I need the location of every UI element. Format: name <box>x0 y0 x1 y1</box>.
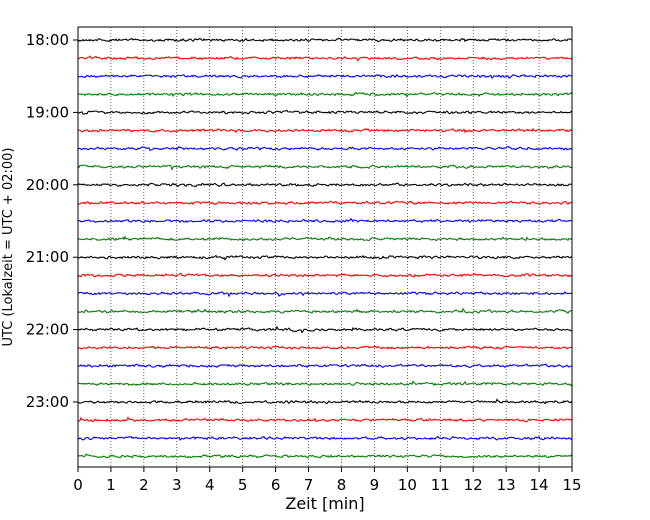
trace-2315 <box>77 416 573 423</box>
x-tick-label: 2 <box>139 476 149 494</box>
trace-1930 <box>77 145 573 151</box>
trace-2015 <box>77 200 573 206</box>
x-tick-label: 1 <box>106 476 116 494</box>
x-tick-label: 11 <box>431 476 450 494</box>
x-tick-label: 8 <box>337 476 347 494</box>
trace-2200 <box>77 325 573 334</box>
x-tick-label: 14 <box>530 476 549 494</box>
x-tick-label: 9 <box>370 476 380 494</box>
x-tick-label: 4 <box>205 476 215 494</box>
x-tick-label: 13 <box>497 476 516 494</box>
x-tick-label: 12 <box>464 476 483 494</box>
y-axis-ticks: 18:00 19:00 20:00 21:00 22:00 23:00 <box>26 31 78 411</box>
trace-2215 <box>77 345 573 351</box>
trace-2045 <box>77 235 573 242</box>
y-tick-label: 19:00 <box>26 103 69 121</box>
minute-grid <box>110 27 540 467</box>
trace-2300 <box>77 398 573 405</box>
x-tick-label: 5 <box>238 476 248 494</box>
x-tick-label: 10 <box>398 476 417 494</box>
trace-2245 <box>77 380 573 387</box>
trace-2330 <box>77 435 573 442</box>
plot-frame <box>77 26 573 468</box>
trace-2145 <box>77 307 573 314</box>
x-tick-label: 0 <box>73 476 83 494</box>
x-tick-label: 7 <box>304 476 314 494</box>
trace-1845 <box>77 91 573 98</box>
trace-2115 <box>77 272 573 278</box>
x-tick-label: 15 <box>562 476 581 494</box>
x-axis-label: Zeit [min] <box>285 494 364 513</box>
y-tick-label: 20:00 <box>26 176 69 194</box>
x-tick-label: 3 <box>172 476 182 494</box>
x-axis-ticks: 0 1 2 3 4 5 6 7 8 9 10 11 12 13 14 15 <box>73 467 582 494</box>
trace-2130 <box>77 291 573 298</box>
y-tick-label: 22:00 <box>26 321 69 339</box>
trace-2000 <box>77 182 573 188</box>
trace-1815 <box>77 55 573 62</box>
trace-2100 <box>77 254 573 261</box>
y-axis-label: UTC (Lokalzeit = UTC + 02:00) <box>1 148 16 347</box>
trace-1800 <box>77 37 573 43</box>
x-tick-label: 6 <box>271 476 281 494</box>
trace-1900 <box>77 109 573 115</box>
trace-2345 <box>77 453 573 459</box>
seismogram-traces <box>77 37 573 459</box>
y-tick-label: 18:00 <box>26 31 69 49</box>
trace-2030 <box>77 217 573 224</box>
y-tick-label: 21:00 <box>26 248 69 266</box>
trace-1915 <box>77 127 573 134</box>
trace-1945 <box>77 164 573 171</box>
y-tick-label: 23:00 <box>26 393 69 411</box>
trace-2230 <box>77 363 573 369</box>
trace-1830 <box>77 73 573 80</box>
